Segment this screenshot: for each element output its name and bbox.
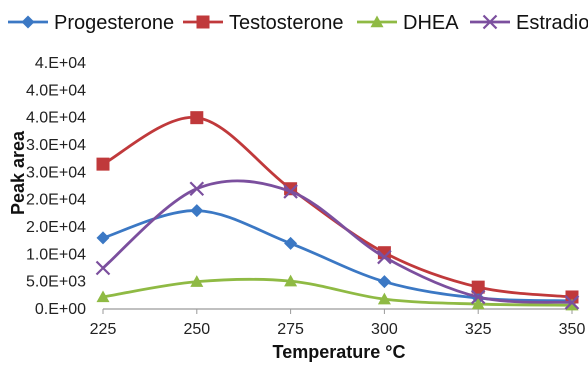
y-tick-label: 1.0E+04 [26, 246, 86, 263]
legend: Progesterone Testosterone DHEA Estradiol [8, 12, 588, 34]
x-axis: 225 250 275 300 325 350 [90, 308, 586, 338]
legend-label: DHEA [403, 12, 459, 34]
data-point-estradiol [283, 184, 298, 199]
data-point-dhea [190, 275, 204, 287]
x-tick-label: 350 [559, 321, 586, 338]
legend-item-testosterone: Testosterone [183, 12, 344, 34]
data-point-estradiol [564, 295, 580, 310]
data-point-progesterone [284, 236, 298, 250]
data-point-estradiol [189, 181, 205, 197]
y-tick-label: 4.0E+04 [26, 110, 86, 127]
series-estradiol [95, 179, 580, 310]
data-point-progesterone [96, 231, 110, 245]
data-point-estradiol [470, 289, 486, 305]
data-point-testosterone [190, 111, 204, 125]
y-tick-label: 4.0E+04 [26, 82, 86, 99]
y-tick-label: 2.0E+04 [26, 219, 86, 236]
y-axis: 0.E+00 5.0E+03 1.0E+04 2.0E+04 2.0E+04 3.0E+0… [26, 55, 86, 318]
data-point-dhea [284, 274, 298, 287]
x-tick-label: 325 [465, 321, 492, 338]
legend-label: Testosterone [229, 12, 344, 34]
y-tick-label: 3.0E+04 [26, 164, 86, 181]
data-point-estradiol [95, 260, 111, 276]
legend-label: Estradiol [516, 12, 588, 34]
legend-marker [482, 14, 498, 30]
series-layer [95, 111, 580, 311]
y-tick-label: 4.E+04 [35, 55, 86, 72]
data-point-estradiol [377, 249, 392, 265]
x-tick-label: 225 [90, 321, 117, 338]
x-tick-label: 300 [371, 321, 398, 338]
y-tick-label: 0.E+00 [35, 301, 86, 318]
data-point-dhea [96, 290, 110, 303]
legend-marker [196, 15, 210, 29]
data-point-dhea [565, 298, 579, 311]
series-line-dhea [101, 277, 574, 307]
series-line-estradiol [101, 179, 574, 304]
x-axis-title: Temperature °C [273, 342, 406, 362]
legend-item-dhea: DHEA [357, 12, 459, 34]
y-tick-label: 5.0E+03 [26, 274, 86, 291]
legend-marker [21, 15, 35, 29]
y-axis-title: Peak area [8, 130, 28, 215]
data-point-progesterone [190, 204, 204, 218]
y-tick-label: 3.0E+04 [26, 137, 86, 154]
x-tick-label: 250 [183, 321, 210, 338]
data-point-dhea [471, 297, 485, 310]
y-tick-label: 2.0E+04 [26, 192, 86, 209]
legend-item-progesterone: Progesterone [8, 12, 174, 34]
data-point-progesterone [377, 275, 391, 289]
data-point-testosterone [96, 157, 110, 171]
legend-label: Progesterone [54, 12, 174, 34]
series-line-testosterone [101, 116, 574, 299]
data-point-dhea [377, 292, 391, 305]
data-point-testosterone [471, 280, 485, 294]
legend-marker [370, 15, 384, 28]
series-dhea [96, 274, 579, 311]
x-tick-label: 275 [277, 321, 304, 338]
legend-item-estradiol: Estradiol [470, 12, 588, 34]
